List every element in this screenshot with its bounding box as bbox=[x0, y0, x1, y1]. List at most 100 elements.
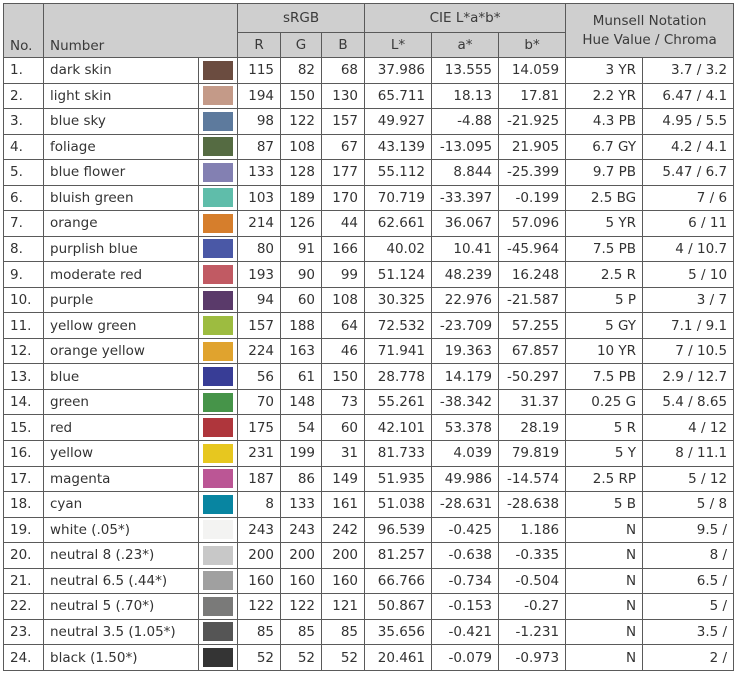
cell-name: neutral 8 (.23*) bbox=[43, 542, 199, 569]
cell-r: 175 bbox=[237, 414, 282, 441]
cell-b-star: 28.19 bbox=[498, 414, 567, 441]
cell-g: 163 bbox=[280, 337, 323, 365]
cell-b-star: 31.37 bbox=[498, 388, 567, 416]
cell-no: 7. bbox=[3, 210, 44, 237]
cell-name: green bbox=[43, 388, 199, 416]
cell-r: 70 bbox=[237, 388, 282, 416]
cell-r: 200 bbox=[237, 542, 282, 569]
color-swatch-fill bbox=[203, 596, 234, 616]
table-header: No. Number sRGB CIE L*a*b* Munsell Notat… bbox=[3, 3, 735, 58]
cell-munsell-value-chroma: 6 / 11 bbox=[642, 210, 735, 237]
color-swatch bbox=[197, 235, 239, 263]
cell-b-star: -21.925 bbox=[498, 108, 567, 135]
cell-b: 60 bbox=[321, 414, 366, 441]
table-row: 13. blue 56 61 150 28.778 14.179 -50.297 7.5 PB 2… bbox=[3, 363, 735, 390]
header-number: Number bbox=[42, 3, 239, 58]
color-swatch-fill bbox=[203, 392, 234, 412]
cell-r: 94 bbox=[237, 286, 282, 314]
cell-a-star: -0.153 bbox=[431, 593, 500, 620]
cell-l-star: 37.986 bbox=[364, 57, 433, 84]
cell-l-star: 50.867 bbox=[364, 593, 433, 620]
cell-b: 67 bbox=[321, 133, 366, 161]
cell-l-star: 81.257 bbox=[364, 542, 433, 569]
cell-b: 150 bbox=[321, 363, 366, 390]
cell-b: 85 bbox=[321, 618, 366, 646]
cell-no: 3. bbox=[3, 108, 44, 135]
cell-name: bluish green bbox=[43, 184, 199, 212]
cell-b: 157 bbox=[321, 108, 366, 135]
cell-munsell-hue: 2.5 BG bbox=[565, 184, 644, 212]
cell-munsell-hue: N bbox=[565, 644, 644, 671]
cell-l-star: 66.766 bbox=[364, 567, 433, 595]
cell-munsell-value-chroma: 8 / bbox=[642, 542, 735, 569]
cell-munsell-value-chroma: 5.4 / 8.65 bbox=[642, 388, 735, 416]
cell-munsell-hue: 9.7 PB bbox=[565, 159, 644, 186]
color-swatch bbox=[197, 542, 239, 569]
cell-g: 189 bbox=[280, 184, 323, 212]
cell-munsell-hue: 2.2 YR bbox=[565, 82, 644, 110]
cell-munsell-value-chroma: 5 / 10 bbox=[642, 261, 735, 288]
color-swatch-fill bbox=[203, 111, 234, 131]
cell-a-star: -33.397 bbox=[431, 184, 500, 212]
color-swatch-fill bbox=[203, 60, 234, 80]
cell-l-star: 20.461 bbox=[364, 644, 433, 671]
cell-l-star: 71.941 bbox=[364, 337, 433, 365]
cell-b-star: 67.857 bbox=[498, 337, 567, 365]
cell-a-star: -4.88 bbox=[431, 108, 500, 135]
cell-b: 68 bbox=[321, 57, 366, 84]
cell-munsell-value-chroma: 3.5 / bbox=[642, 618, 735, 646]
color-swatch-fill bbox=[203, 622, 234, 642]
cell-munsell-value-chroma: 7 / 10.5 bbox=[642, 337, 735, 365]
cell-l-star: 51.124 bbox=[364, 261, 433, 288]
cell-b-star: 57.255 bbox=[498, 312, 567, 339]
cell-munsell-hue: 0.25 G bbox=[565, 388, 644, 416]
cell-g: 126 bbox=[280, 210, 323, 237]
cell-b: 31 bbox=[321, 439, 366, 467]
cell-munsell-value-chroma: 2 / bbox=[642, 644, 735, 671]
color-swatch-fill bbox=[203, 188, 234, 208]
table-row: 9. moderate red 193 90 99 51.124 48.239 16.248 2… bbox=[3, 261, 735, 288]
cell-g: 122 bbox=[280, 108, 323, 135]
table-row: 6. bluish green 103 189 170 70.719 -33.397 -0.1… bbox=[3, 184, 735, 212]
cell-no: 1. bbox=[3, 57, 44, 84]
table-row: 19. white (.05*) 243 243 242 96.539 -0.425 1.18… bbox=[3, 516, 735, 544]
cell-l-star: 28.778 bbox=[364, 363, 433, 390]
cell-b-star: -0.27 bbox=[498, 593, 567, 620]
header-srgb: sRGB bbox=[237, 3, 366, 33]
cell-munsell-hue: 4.3 PB bbox=[565, 108, 644, 135]
cell-munsell-hue: 7.5 PB bbox=[565, 363, 644, 390]
header-munsell: Munsell Notation Hue Value / Chroma bbox=[565, 3, 735, 58]
cell-a-star: 10.41 bbox=[431, 235, 500, 263]
cell-a-star: 18.13 bbox=[431, 82, 500, 110]
cell-l-star: 62.661 bbox=[364, 210, 433, 237]
cell-munsell-value-chroma: 8 / 11.1 bbox=[642, 439, 735, 467]
cell-r: 8 bbox=[237, 491, 282, 518]
cell-no: 21. bbox=[3, 567, 44, 595]
cell-no: 20. bbox=[3, 542, 44, 569]
cell-no: 16. bbox=[3, 439, 44, 467]
cell-a-star: 22.976 bbox=[431, 286, 500, 314]
color-swatch bbox=[197, 286, 239, 314]
cell-b: 160 bbox=[321, 567, 366, 595]
cell-munsell-hue: N bbox=[565, 567, 644, 595]
cell-l-star: 51.935 bbox=[364, 465, 433, 493]
cell-no: 5. bbox=[3, 159, 44, 186]
color-swatch bbox=[197, 465, 239, 493]
cell-g: 188 bbox=[280, 312, 323, 339]
cell-l-star: 55.261 bbox=[364, 388, 433, 416]
cell-r: 157 bbox=[237, 312, 282, 339]
cell-g: 243 bbox=[280, 516, 323, 544]
table-body: 1. dark skin 115 82 68 37.986 13.555 14.059 3 YR… bbox=[3, 57, 735, 671]
cell-r: 80 bbox=[237, 235, 282, 263]
color-swatch bbox=[197, 261, 239, 288]
cell-r: 133 bbox=[237, 159, 282, 186]
cell-a-star: -13.095 bbox=[431, 133, 500, 161]
cell-b: 73 bbox=[321, 388, 366, 416]
table-row: 21. neutral 6.5 (.44*) 160 160 160 66.766 -0.7… bbox=[3, 567, 735, 595]
cell-g: 108 bbox=[280, 133, 323, 161]
cell-b: 121 bbox=[321, 593, 366, 620]
